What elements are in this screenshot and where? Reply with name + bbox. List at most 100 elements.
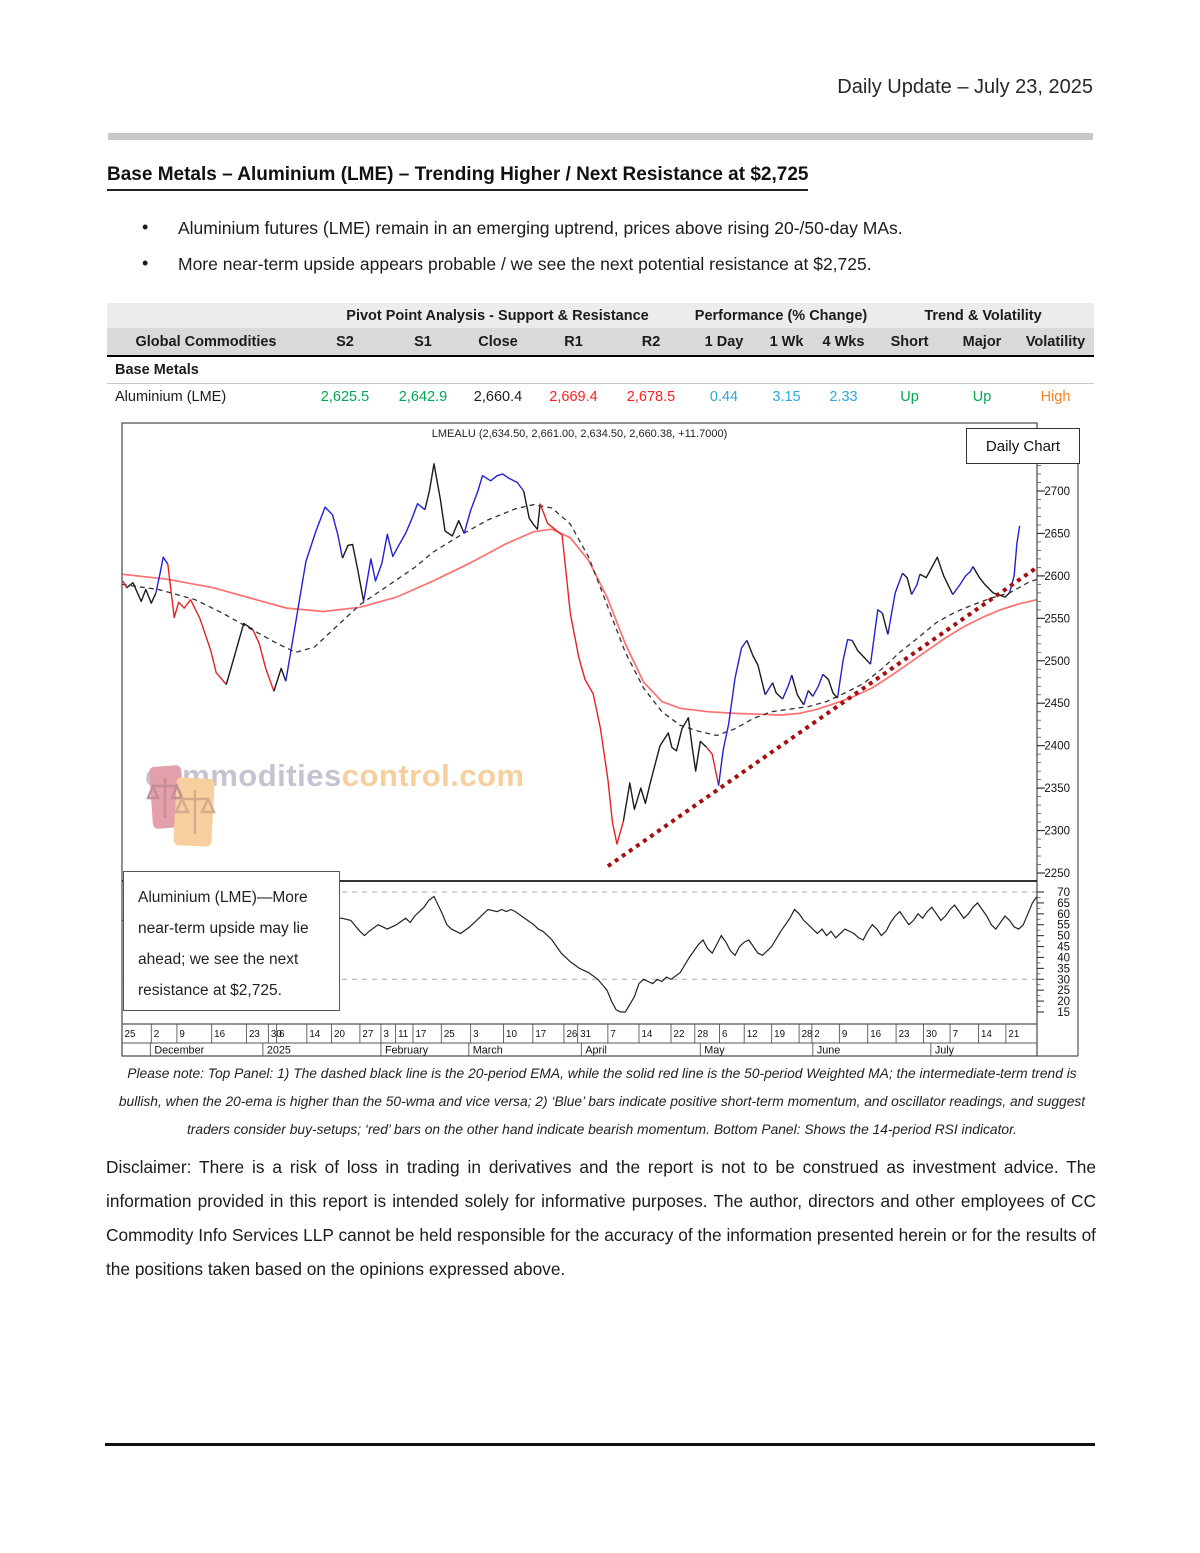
column-header: R2: [641, 333, 661, 350]
chart-footnote: Please note: Top Panel: 1) The dashed bl…: [118, 1066, 1086, 1137]
svg-text:2400: 2400: [1044, 741, 1070, 753]
group-header-performance: Performance (% Change): [694, 307, 868, 324]
svg-text:21: 21: [1008, 1029, 1019, 1040]
svg-text:23: 23: [249, 1029, 260, 1040]
svg-text:11: 11: [398, 1029, 408, 1040]
group-header-pivot: Pivot Point Analysis - Support & Resista…: [346, 307, 649, 324]
svg-text:28: 28: [802, 1029, 813, 1040]
chart-type-badge: Daily Chart: [966, 428, 1080, 464]
svg-text:14: 14: [641, 1029, 652, 1040]
svg-text:3: 3: [473, 1029, 479, 1040]
svg-text:6: 6: [722, 1029, 728, 1040]
bullet-item: More near-term upside appears probable /…: [140, 253, 1100, 275]
value-r2: 2,678.5: [626, 389, 676, 405]
svg-text:June: June: [817, 1045, 840, 1057]
section-heading: Base Metals – Aluminium (LME) – Trending…: [107, 164, 809, 191]
group-header-trend: Trend & Volatility: [924, 307, 1042, 324]
svg-text:23: 23: [899, 1029, 910, 1040]
section-label: Base Metals: [115, 362, 199, 378]
svg-text:20: 20: [1057, 996, 1070, 1008]
svg-text:2250: 2250: [1044, 868, 1070, 880]
pivot-table: Pivot Point Analysis - Support & Resista…: [107, 303, 1094, 410]
svg-text:10: 10: [506, 1029, 517, 1040]
svg-text:30: 30: [926, 1029, 937, 1040]
svg-text:July: July: [935, 1045, 955, 1057]
svg-text:50: 50: [1057, 931, 1070, 943]
group-header-spacer: [107, 303, 305, 328]
svg-text:LMEALU (2,634.50, 2,661.00, 2,: LMEALU (2,634.50, 2,661.00, 2,634.50, 2,…: [432, 428, 728, 440]
watermark-text-2: control.com: [341, 758, 525, 793]
svg-text:17: 17: [415, 1029, 426, 1040]
bullet-item: Aluminium futures (LME) remain in an eme…: [140, 217, 1100, 239]
svg-text:April: April: [585, 1045, 607, 1057]
svg-text:2500: 2500: [1044, 656, 1070, 668]
svg-text:16: 16: [870, 1029, 881, 1040]
watermark-logo: commoditiescontrol.com: [145, 758, 525, 847]
column-header: R1: [564, 333, 583, 350]
svg-text:25: 25: [444, 1029, 455, 1040]
svg-text:7: 7: [610, 1029, 615, 1040]
svg-text:3: 3: [383, 1029, 389, 1040]
svg-text:December: December: [154, 1045, 204, 1057]
svg-text:May: May: [704, 1045, 725, 1057]
value-1wk: 3.15: [772, 389, 801, 405]
chart-annotation: Aluminium (LME)—More near-term upside ma…: [123, 871, 340, 1011]
column-header: 1 Wk: [769, 333, 804, 350]
svg-text:70: 70: [1057, 887, 1070, 899]
svg-text:March: March: [473, 1045, 503, 1057]
svg-text:25: 25: [125, 1029, 136, 1040]
svg-text:45: 45: [1057, 942, 1070, 954]
commodity-name: Aluminium (LME): [115, 389, 227, 405]
svg-text:28: 28: [697, 1029, 708, 1040]
svg-text:2300: 2300: [1044, 826, 1070, 838]
column-header: Volatility: [1025, 333, 1086, 350]
column-header: Short: [890, 333, 929, 350]
header-divider: [108, 133, 1093, 140]
column-header: 4 Wks: [822, 333, 865, 350]
svg-text:60: 60: [1057, 909, 1070, 921]
svg-text:2650: 2650: [1044, 528, 1070, 540]
svg-text:2550: 2550: [1044, 613, 1070, 625]
svg-text:27: 27: [362, 1029, 373, 1040]
svg-text:7: 7: [953, 1029, 958, 1040]
price-rsi-chart-canvas: 2700265026002550250024502400235023002250…: [121, 422, 1079, 1057]
daily-chart: commoditiescontrol.com 2700 2650 2600 2550 2…: [120, 422, 1085, 1062]
svg-text:22: 22: [674, 1029, 685, 1040]
column-header: 1 Day: [704, 333, 744, 350]
value-s1: 2,642.9: [398, 389, 448, 405]
svg-text:55: 55: [1057, 920, 1070, 932]
svg-text:19: 19: [774, 1029, 785, 1040]
column-header: Close: [478, 333, 518, 350]
svg-text:2450: 2450: [1044, 698, 1070, 710]
table-row: Aluminium (LME) 2,625.5 2,642.9 2,660.4 …: [107, 384, 1094, 410]
svg-text:9: 9: [842, 1029, 847, 1040]
trend-major: Up: [972, 389, 992, 405]
svg-text:31: 31: [580, 1029, 591, 1040]
disclaimer: Disclaimer: There is a risk of loss in t…: [106, 1157, 1096, 1279]
value-s2: 2,625.5: [320, 389, 370, 405]
svg-text:35: 35: [1057, 963, 1070, 975]
svg-text:12: 12: [747, 1029, 758, 1040]
svg-text:15: 15: [1057, 1007, 1070, 1019]
svg-text:65: 65: [1057, 898, 1070, 910]
footer-rule: [105, 1443, 1095, 1446]
svg-text:2700: 2700: [1044, 486, 1070, 498]
column-header: S2: [336, 333, 354, 350]
svg-text:16: 16: [214, 1029, 225, 1040]
column-header: Global Commodities: [135, 333, 277, 350]
svg-text:30: 30: [1057, 974, 1070, 986]
summary-bullets: Aluminium futures (LME) remain in an eme…: [140, 217, 1100, 290]
svg-text:2350: 2350: [1044, 783, 1070, 795]
svg-text:2600: 2600: [1044, 571, 1070, 583]
table-section-row: Base Metals: [107, 357, 1094, 384]
svg-text:26: 26: [566, 1029, 577, 1040]
svg-text:2025: 2025: [267, 1045, 291, 1057]
svg-text:2: 2: [154, 1029, 159, 1040]
svg-text:40: 40: [1057, 952, 1070, 964]
svg-text:14: 14: [309, 1029, 320, 1040]
table-column-header-row: Global Commodities S2 S1 Close R1 R2 1 D…: [107, 328, 1094, 357]
table-group-header-row: Pivot Point Analysis - Support & Resista…: [107, 303, 1094, 328]
svg-text:17: 17: [535, 1029, 546, 1040]
value-1day: 0.44: [709, 389, 739, 405]
